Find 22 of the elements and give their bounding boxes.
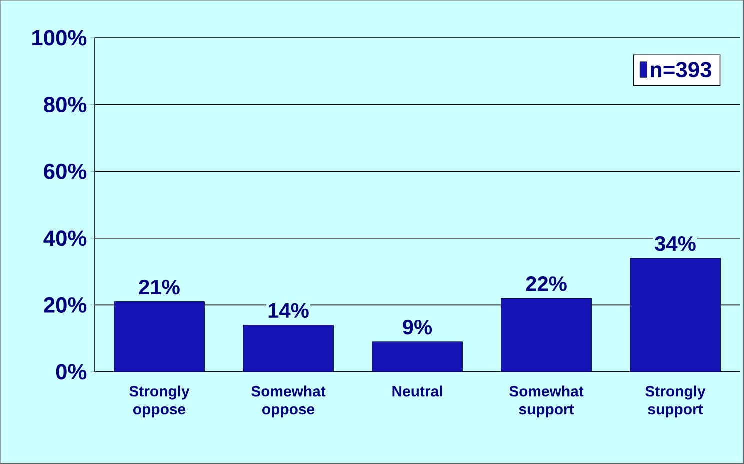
data-label: 14% bbox=[268, 303, 309, 318]
legend-label: n=393 bbox=[650, 62, 712, 78]
x-tick-label: Strongly oppose bbox=[130, 386, 190, 418]
bar bbox=[114, 302, 205, 372]
bar bbox=[372, 342, 463, 372]
y-tick-label: 0% bbox=[56, 364, 87, 380]
data-label: 21% bbox=[139, 280, 180, 295]
x-tick-label: Neutral bbox=[392, 386, 442, 397]
data-label: 22% bbox=[526, 276, 567, 292]
data-label: 9% bbox=[403, 320, 432, 335]
y-tick-label: 40% bbox=[44, 230, 87, 246]
data-label: 34% bbox=[655, 236, 696, 252]
y-tick-label: 60% bbox=[44, 164, 87, 180]
y-tick-label: 80% bbox=[44, 97, 87, 113]
x-tick-label: Somewhat support bbox=[510, 386, 584, 418]
x-tick-label: Somewhat oppose bbox=[252, 386, 326, 418]
bar bbox=[501, 298, 592, 372]
y-tick-label: 20% bbox=[44, 297, 87, 313]
x-tick-label: Strongly support bbox=[646, 386, 706, 418]
bar bbox=[243, 324, 334, 372]
bar bbox=[630, 258, 721, 372]
y-tick-label: 100% bbox=[32, 30, 87, 46]
